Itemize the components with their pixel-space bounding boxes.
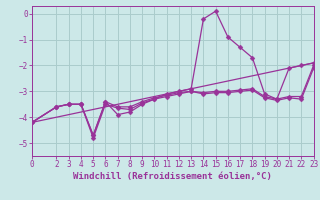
X-axis label: Windchill (Refroidissement éolien,°C): Windchill (Refroidissement éolien,°C) <box>73 172 272 181</box>
